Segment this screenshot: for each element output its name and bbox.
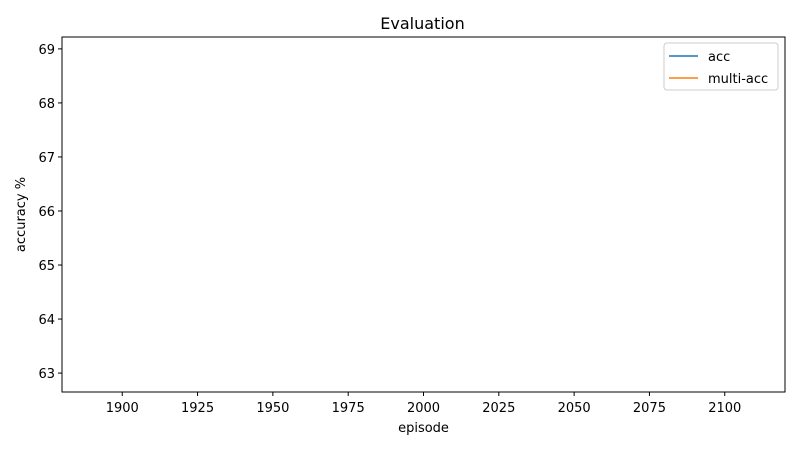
y-axis-label: accuracy % bbox=[14, 177, 29, 252]
y-tick-label: 66 bbox=[38, 205, 55, 220]
x-axis-label: episode bbox=[398, 421, 449, 436]
y-tick-label: 68 bbox=[38, 97, 55, 112]
y-tick-label: 69 bbox=[38, 43, 55, 58]
y-tick-label: 65 bbox=[38, 259, 55, 274]
y-tick-label: 67 bbox=[38, 151, 55, 166]
legend: acc multi-acc bbox=[663, 42, 779, 91]
x-tick-label: 2025 bbox=[482, 401, 515, 416]
x-axis: 1900 1925 1950 1975 2000 2025 2050 2075 2100 bbox=[106, 392, 741, 416]
x-tick-label: 1950 bbox=[256, 401, 289, 416]
y-tick-label: 63 bbox=[38, 367, 55, 382]
x-tick-label: 2100 bbox=[708, 401, 741, 416]
legend-label: acc bbox=[708, 50, 730, 65]
x-tick-label: 1900 bbox=[106, 401, 139, 416]
x-tick-label: 1925 bbox=[181, 401, 214, 416]
y-axis: 63 64 65 66 67 68 69 bbox=[38, 43, 62, 382]
chart-title: Evaluation bbox=[380, 14, 464, 33]
x-tick-label: 1975 bbox=[332, 401, 365, 416]
x-tick-label: 2000 bbox=[407, 401, 440, 416]
y-tick-label: 64 bbox=[38, 313, 55, 328]
x-tick-label: 2050 bbox=[558, 401, 591, 416]
x-tick-label: 2075 bbox=[633, 401, 666, 416]
legend-label: multi-acc bbox=[708, 72, 768, 87]
